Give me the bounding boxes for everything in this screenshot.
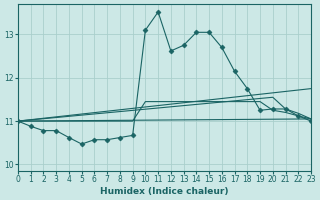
X-axis label: Humidex (Indice chaleur): Humidex (Indice chaleur) [100,187,229,196]
